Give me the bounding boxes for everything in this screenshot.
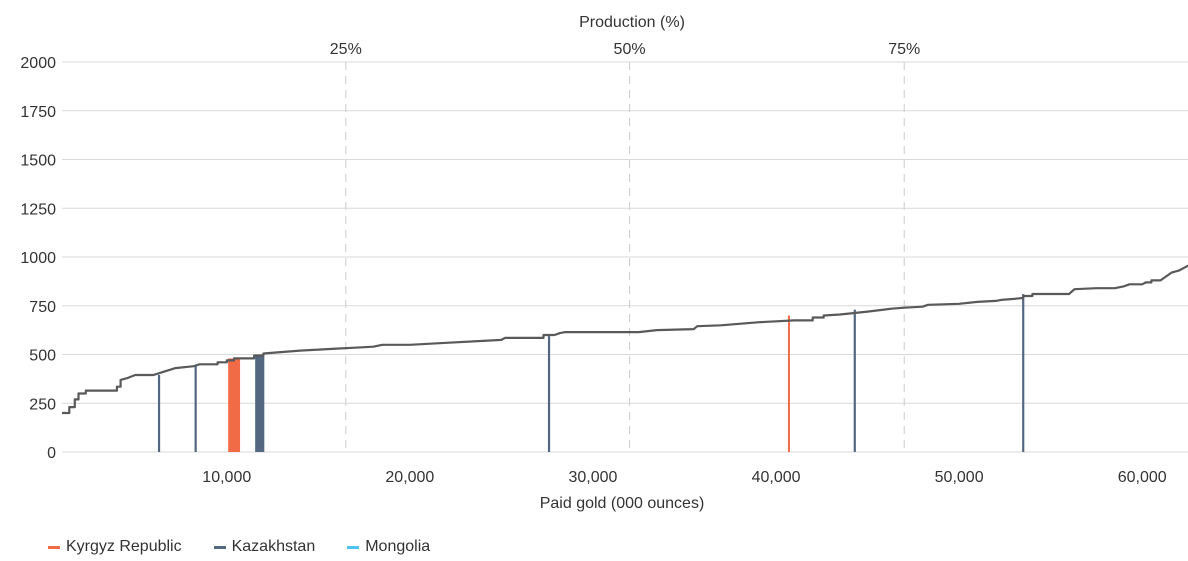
legend-label-kyrgyz-republic: Kyrgyz Republic (66, 538, 182, 555)
top-tick-label: 25% (330, 41, 362, 58)
marker-kyrgyz-republic (228, 358, 241, 452)
legend-item-kazakhstan: Kazakhstan (213, 538, 316, 556)
y-tick-label: 250 (29, 396, 56, 413)
x-axis-title: Paid gold (000 ounces) (540, 495, 705, 512)
y-tick-label: 0 (47, 445, 56, 462)
line-layer (62, 264, 1188, 415)
legend-label-kazakhstan: Kazakhstan (231, 538, 316, 555)
series-line (62, 264, 1188, 415)
marker-kazakhstan (157, 374, 161, 452)
marker-kazakhstan (547, 335, 551, 452)
x-tick-label: 30,000 (568, 469, 617, 486)
x-tick-label: 20,000 (385, 469, 434, 486)
top-tick-label: 50% (614, 41, 646, 58)
marker-kyrgyz-republic (787, 315, 790, 452)
y-tick-label: 1750 (20, 104, 56, 121)
marker-layer (157, 294, 1025, 452)
legend: Kyrgyz Republic Kazakhstan Mongolia (48, 538, 462, 556)
marker-kazakhstan (853, 309, 856, 452)
x-tick-label: 40,000 (752, 469, 801, 486)
top-tick-label: 75% (888, 41, 920, 58)
y-tick-label: 1250 (20, 201, 56, 218)
legend-swatch-mongolia (347, 545, 360, 549)
x-tick-label: 10,000 (202, 469, 251, 486)
y-tick-label: 2000 (20, 55, 56, 72)
y-tick-label: 1500 (20, 153, 56, 170)
x-tick-label: 60,000 (1118, 469, 1167, 486)
marker-kazakhstan (1022, 294, 1025, 452)
y-tick-label: 750 (29, 299, 56, 316)
legend-item-mongolia: Mongolia (347, 538, 430, 556)
legend-item-kyrgyz-republic: Kyrgyz Republic (48, 538, 182, 556)
tick-layer: 0 250 500 750 1000 1250 1500 1750 2000 10,000 20,0… (20, 41, 1166, 486)
y-tick-label: 500 (29, 348, 56, 365)
top-axis-title: Production (%) (579, 14, 685, 31)
y-tick-label: 1000 (20, 250, 56, 267)
x-tick-label: 50,000 (935, 469, 984, 486)
chart-area: 0 250 500 750 1000 1250 1500 1750 2000 10,000 20,0… (20, 14, 1188, 512)
marker-kazakhstan (255, 355, 265, 452)
legend-swatch-kyrgyz-republic (48, 545, 60, 549)
marker-kazakhstan (194, 366, 197, 452)
legend-swatch-kazakhstan (213, 545, 226, 549)
grid-layer (62, 61, 1188, 453)
legend-label-mongolia: Mongolia (365, 538, 431, 555)
